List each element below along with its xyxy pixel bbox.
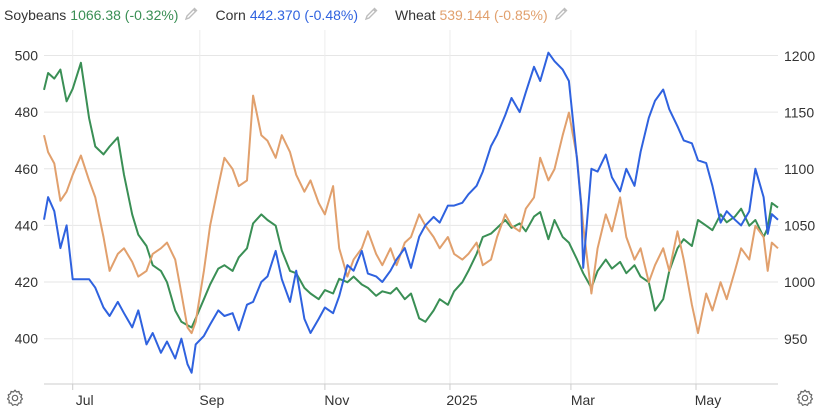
pencil-icon[interactable] bbox=[364, 6, 379, 24]
gear-icon[interactable] bbox=[6, 389, 24, 407]
x-tick-label: 2025 bbox=[446, 392, 477, 408]
legend-value-wheat: 539.144 (-0.85%) bbox=[439, 7, 548, 23]
gear-icon[interactable] bbox=[796, 389, 814, 407]
legend-value-soybeans: 1066.38 (-0.32%) bbox=[70, 7, 179, 23]
y-left-tick-label: 420 bbox=[15, 274, 39, 290]
y-right-tick-label: 950 bbox=[784, 331, 808, 347]
y-right-tick-label: 1050 bbox=[784, 218, 815, 234]
y-right-tick-label: 1000 bbox=[784, 274, 815, 290]
y-left-tick-label: 440 bbox=[15, 217, 39, 233]
legend-label-corn: Corn bbox=[215, 7, 246, 23]
y-right-tick-label: 1100 bbox=[784, 161, 814, 177]
x-tick-label: May bbox=[695, 392, 721, 408]
x-tick-label: Nov bbox=[324, 392, 349, 408]
legend-item-corn[interactable]: Corn 442.370 (-0.48%) bbox=[215, 6, 389, 24]
legend-label-soybeans: Soybeans bbox=[4, 7, 67, 23]
x-tick-label: Mar bbox=[571, 392, 595, 408]
y-left-tick-label: 500 bbox=[15, 47, 39, 63]
y-right-tick-label: 1150 bbox=[784, 105, 814, 121]
y-left-tick-label: 460 bbox=[15, 161, 39, 177]
x-tick-label: Sep bbox=[199, 392, 224, 408]
chart-legend: Soybeans 1066.38 (-0.32%) Corn 442.370 (… bbox=[0, 0, 579, 30]
legend-item-wheat[interactable]: Wheat 539.144 (-0.85%) bbox=[395, 6, 579, 24]
legend-item-soybeans[interactable]: Soybeans 1066.38 (-0.32%) bbox=[4, 6, 209, 24]
y-right-tick-label: 1200 bbox=[784, 48, 815, 64]
pencil-icon[interactable] bbox=[184, 6, 199, 24]
pencil-icon[interactable] bbox=[554, 6, 569, 24]
legend-label-wheat: Wheat bbox=[395, 7, 436, 23]
legend-value-corn: 442.370 (-0.48%) bbox=[249, 7, 359, 23]
y-left-tick-label: 480 bbox=[15, 104, 39, 120]
y-left-tick-label: 400 bbox=[15, 331, 39, 347]
series-line-wheat bbox=[43, 94, 779, 335]
series-line-soybeans bbox=[43, 61, 779, 329]
series-line-corn bbox=[43, 51, 779, 374]
x-tick-label: Jul bbox=[76, 392, 94, 408]
